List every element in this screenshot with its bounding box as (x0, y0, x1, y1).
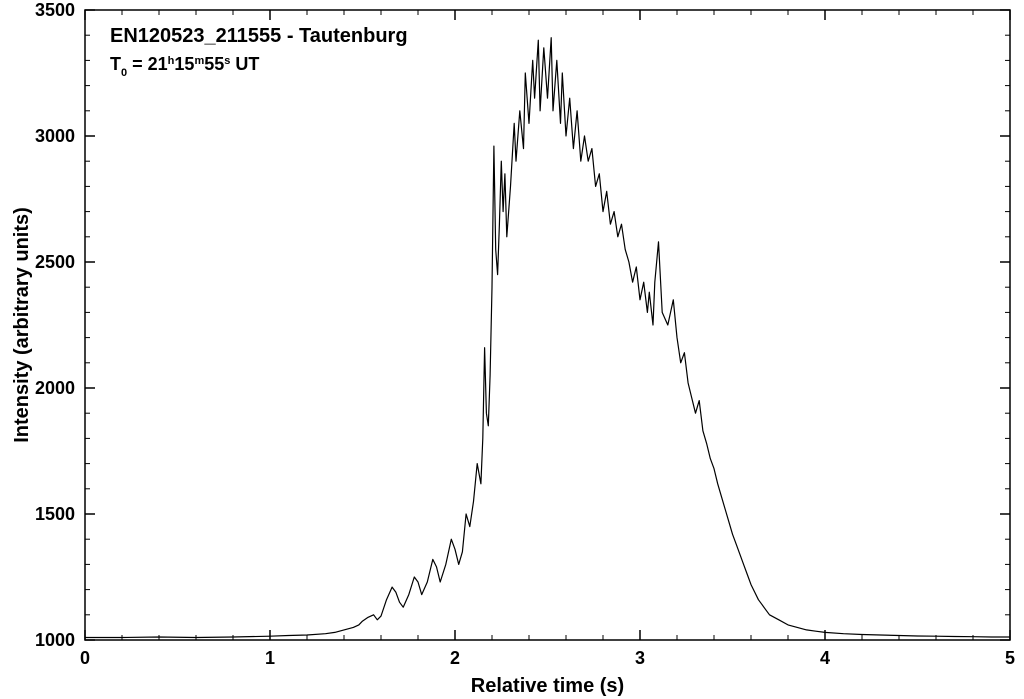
svg-text:5: 5 (1005, 648, 1015, 668)
svg-text:2: 2 (450, 648, 460, 668)
svg-text:T0 = 21h15m55s UT: T0 = 21h15m55s UT (110, 54, 259, 79)
svg-text:2000: 2000 (35, 378, 75, 398)
intensity-chart: 0 1 2 3 4 5 1000 1500 2000 2500 3000 3500 Relative t… (0, 0, 1024, 699)
chart-svg: 0 1 2 3 4 5 1000 1500 2000 2500 3000 3500 Relative t… (0, 0, 1024, 699)
svg-text:1000: 1000 (35, 630, 75, 650)
svg-text:0: 0 (80, 648, 90, 668)
svg-text:1500: 1500 (35, 504, 75, 524)
svg-text:4: 4 (820, 648, 830, 668)
svg-text:EN120523_211555 - Tautenburg: EN120523_211555 - Tautenburg (110, 25, 408, 47)
svg-text:2500: 2500 (35, 252, 75, 272)
svg-text:3000: 3000 (35, 126, 75, 146)
svg-text:3: 3 (635, 648, 645, 668)
svg-text:3500: 3500 (35, 0, 75, 20)
svg-text:Intensity (arbitrary units): Intensity (arbitrary units) (11, 207, 33, 443)
svg-text:1: 1 (265, 648, 275, 668)
svg-text:Relative time (s): Relative time (s) (471, 675, 624, 697)
